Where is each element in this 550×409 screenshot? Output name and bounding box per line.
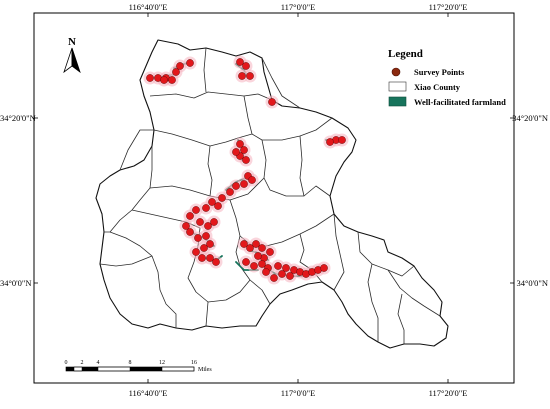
top-lon-label-1: 116°40'0"E — [129, 2, 168, 12]
bottom-lon-label-3: 117°20'0"E — [429, 388, 468, 398]
survey-point — [160, 76, 168, 84]
survey-point — [258, 244, 266, 252]
survey-point — [246, 244, 254, 252]
survey-point — [278, 270, 286, 278]
legend: Legend Survey Points Xiao County Well-fa… — [388, 48, 506, 107]
survey-points-layer — [143, 55, 349, 285]
north-arrow-icon: N — [63, 36, 81, 74]
survey-point — [268, 98, 276, 106]
top-lon-label-2: 117°0'0"E — [281, 2, 316, 12]
scale-bar: 0 2 4 8 12 16 Miles — [65, 360, 213, 373]
legend-xiao-county-swatch — [388, 81, 407, 92]
scale-tick-4: 4 — [97, 360, 100, 366]
scale-unit: Miles — [198, 367, 212, 373]
survey-point — [214, 202, 222, 210]
survey-point — [248, 176, 256, 184]
survey-point — [338, 136, 346, 144]
survey-point — [176, 62, 184, 70]
left-lat-label-1: 34°20'0"N — [0, 113, 36, 123]
survey-point — [250, 262, 258, 270]
legend-item-survey-points: Survey Points — [391, 67, 465, 77]
survey-point — [206, 240, 214, 248]
survey-point — [320, 264, 328, 272]
legend-survey-point-icon — [391, 67, 401, 77]
map-frame — [33, 12, 515, 384]
legend-item-xiao-county: Xiao County — [388, 81, 461, 92]
legend-label-survey-points: Survey Points — [414, 67, 465, 77]
bottom-lon-label-1: 116°40'0"E — [129, 388, 168, 398]
survey-point — [206, 254, 214, 262]
legend-title: Legend — [388, 48, 423, 60]
survey-point — [172, 68, 180, 76]
survey-point — [266, 248, 274, 256]
legend-label-xiao-county: Xiao County — [414, 82, 461, 92]
survey-point — [242, 258, 250, 266]
survey-point — [232, 148, 240, 156]
survey-point — [168, 76, 176, 84]
legend-item-farmland: Well-facilitated farmland — [388, 96, 506, 107]
survey-point — [146, 74, 154, 82]
survey-point — [182, 222, 190, 230]
survey-point — [192, 248, 200, 256]
survey-point — [236, 140, 244, 148]
xiao-county-boundary — [95, 39, 449, 349]
survey-point — [218, 194, 226, 202]
survey-point — [238, 72, 246, 80]
survey-point — [194, 234, 202, 242]
survey-point — [204, 222, 212, 230]
scale-tick-12: 12 — [159, 360, 165, 366]
survey-point — [196, 218, 204, 226]
survey-point — [208, 198, 216, 206]
survey-point — [212, 258, 220, 266]
survey-point — [258, 260, 266, 268]
scale-tick-0: 0 — [65, 360, 68, 366]
survey-point — [202, 232, 210, 240]
survey-point — [226, 188, 234, 196]
survey-point — [186, 59, 194, 67]
survey-point — [200, 244, 208, 252]
survey-point — [270, 274, 278, 282]
survey-point — [274, 262, 282, 270]
survey-point — [232, 182, 240, 190]
left-lat-label-2: 34°0'0"N — [0, 278, 32, 288]
top-lon-label-3: 117°20'0"E — [429, 2, 468, 12]
survey-point — [326, 138, 334, 146]
survey-point — [192, 206, 200, 214]
legend-label-farmland: Well-facilitated farmland — [414, 97, 506, 107]
survey-point — [210, 218, 218, 226]
right-lat-label-1: 34°20'0"N — [512, 113, 548, 123]
survey-point — [286, 272, 294, 280]
survey-point — [282, 264, 290, 272]
survey-point — [246, 72, 254, 80]
bottom-lon-label-2: 117°0'0"E — [281, 388, 316, 398]
survey-point — [242, 156, 250, 164]
survey-point — [236, 58, 244, 66]
survey-point — [240, 240, 248, 248]
scale-tick-2: 2 — [81, 360, 84, 366]
survey-point — [254, 252, 262, 260]
scale-tick-16: 16 — [191, 360, 197, 366]
scale-tick-8: 8 — [129, 360, 132, 366]
survey-point — [242, 62, 250, 70]
survey-point — [240, 146, 248, 154]
legend-farmland-swatch — [388, 96, 407, 107]
survey-point — [252, 240, 260, 248]
survey-point — [202, 204, 210, 212]
survey-point — [262, 268, 270, 276]
right-lat-label-2: 34°0'0"N — [516, 278, 548, 288]
graticule-ticks — [34, 13, 514, 383]
survey-point — [186, 228, 194, 236]
north-arrow-label: N — [68, 36, 76, 48]
survey-point — [240, 180, 248, 188]
survey-point — [198, 254, 206, 262]
survey-point — [186, 212, 194, 220]
